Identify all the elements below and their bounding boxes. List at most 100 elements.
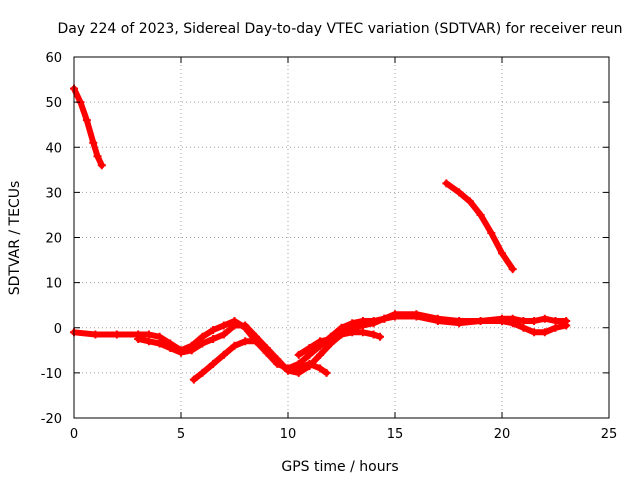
data-point — [337, 323, 346, 332]
data-point — [284, 366, 292, 375]
y-tick-label: -10 — [41, 367, 62, 382]
series-arc-f — [294, 328, 385, 359]
data-point — [498, 249, 506, 258]
data-point — [358, 321, 367, 330]
data-point — [134, 335, 143, 344]
data-point — [91, 330, 100, 339]
data-point — [198, 368, 207, 377]
data-point — [358, 328, 367, 337]
data-point — [209, 335, 218, 344]
y-tick-label: -20 — [41, 412, 62, 427]
data-point — [82, 116, 91, 125]
data-point — [209, 326, 218, 335]
data-point — [219, 350, 228, 359]
data-point — [316, 337, 325, 346]
data-point — [391, 312, 399, 321]
data-point — [540, 314, 549, 323]
data-point — [551, 316, 560, 325]
data-point — [476, 210, 485, 219]
data-point — [112, 330, 121, 339]
data-point — [144, 330, 153, 339]
y-tick-label: 40 — [45, 141, 62, 156]
data-point — [551, 323, 560, 332]
data-point — [155, 332, 164, 341]
data-point — [540, 328, 549, 337]
data-point — [241, 337, 250, 346]
data-point — [198, 339, 207, 348]
x-tick-label: 15 — [387, 427, 404, 442]
data-point — [262, 346, 271, 355]
data-point — [189, 375, 198, 384]
data-point — [273, 357, 282, 366]
data-point — [442, 179, 451, 188]
data-point — [209, 359, 218, 368]
y-tick-label: 50 — [45, 96, 62, 111]
x-tick-label: 10 — [280, 427, 297, 442]
series-arc-e — [189, 337, 331, 384]
data-point — [305, 359, 314, 368]
data-point — [337, 330, 346, 339]
data-series — [70, 84, 571, 384]
data-point — [380, 314, 389, 323]
data-point — [187, 346, 196, 355]
data-point — [498, 316, 506, 325]
data-point — [305, 350, 314, 359]
data-point — [476, 316, 485, 325]
data-point — [487, 228, 496, 237]
data-point — [294, 350, 303, 359]
x-tick-label: 20 — [494, 427, 511, 442]
data-point — [530, 328, 539, 337]
series-arc-b — [442, 179, 517, 274]
y-tick-label: 0 — [54, 322, 62, 337]
data-point — [348, 328, 357, 337]
data-point — [519, 323, 528, 332]
data-point — [219, 330, 228, 339]
y-axis-label: SDTVAR / TECUs — [7, 181, 23, 296]
data-point — [508, 319, 517, 328]
data-point — [412, 312, 421, 321]
data-point — [316, 364, 325, 373]
y-tick-label: 30 — [45, 186, 62, 201]
data-point — [322, 368, 331, 377]
data-point — [230, 321, 239, 330]
grid — [74, 57, 609, 418]
data-point — [326, 335, 335, 344]
data-point — [166, 344, 175, 353]
data-point — [89, 138, 98, 147]
data-point — [155, 339, 164, 348]
data-point — [97, 161, 106, 170]
axis-ticks: 0 5 10 15 20 25 -20 -10 0 10 20 30 40 50 60 — [41, 51, 618, 442]
data-point — [369, 319, 378, 328]
data-point — [519, 316, 528, 325]
data-point — [316, 350, 325, 359]
data-point — [230, 341, 239, 350]
x-tick-label: 25 — [601, 427, 618, 442]
data-point — [376, 332, 385, 341]
data-point — [241, 321, 250, 330]
data-point — [251, 337, 260, 346]
x-axis-label: GPS time / hours — [281, 459, 398, 475]
data-point — [455, 188, 464, 197]
data-point — [294, 364, 303, 373]
data-point — [219, 321, 228, 330]
data-point — [562, 321, 571, 330]
data-point — [465, 197, 474, 206]
x-tick-label: 0 — [70, 427, 78, 442]
data-point — [177, 348, 185, 357]
y-tick-label: 10 — [45, 277, 62, 292]
data-point — [455, 319, 464, 328]
data-point — [305, 344, 314, 353]
data-point — [369, 330, 378, 339]
data-point — [93, 152, 102, 161]
series-arc-a — [70, 84, 106, 170]
y-tick-label: 20 — [45, 232, 62, 247]
data-point — [530, 316, 539, 325]
x-tick-label: 5 — [177, 427, 185, 442]
data-point — [198, 332, 207, 341]
data-point — [144, 337, 153, 346]
data-point — [433, 316, 442, 325]
data-point — [508, 265, 517, 274]
chart-title: Day 224 of 2023, Sidereal Day-to-day VTE… — [57, 21, 622, 37]
y-tick-label: 60 — [45, 51, 62, 66]
